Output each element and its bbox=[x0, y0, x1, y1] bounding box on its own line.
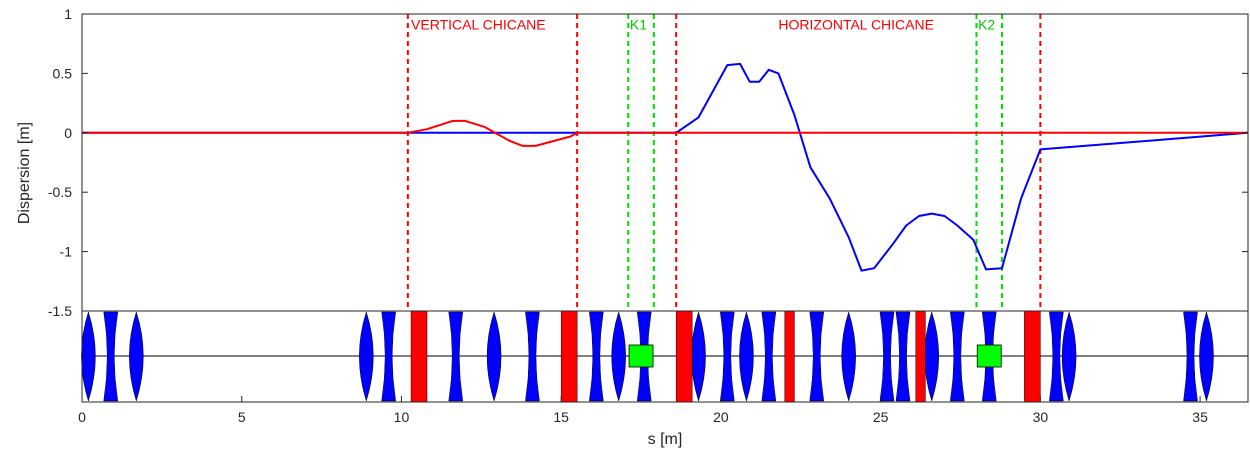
x-tick-label: 0 bbox=[78, 409, 86, 425]
quadrupole-magnet bbox=[1199, 311, 1214, 402]
section-annotation: HORIZONTAL CHICANE bbox=[778, 16, 934, 32]
quadrupole-magnet bbox=[950, 311, 965, 402]
y-tick-label: 0 bbox=[64, 125, 72, 141]
quadrupole-magnet bbox=[611, 311, 626, 402]
quadrupole-magnet bbox=[720, 311, 735, 402]
x-tick-label: 30 bbox=[1033, 409, 1049, 425]
dipole-magnet bbox=[1024, 310, 1041, 403]
quadrupole-magnet bbox=[895, 311, 911, 402]
quadrupole-magnet bbox=[381, 311, 396, 402]
quadrupole-magnet bbox=[761, 311, 777, 402]
section-annotation: K1 bbox=[630, 16, 647, 32]
quadrupole-magnet bbox=[924, 311, 939, 402]
y-tick-label: 1 bbox=[64, 6, 72, 22]
x-tick-label: 10 bbox=[394, 409, 410, 425]
x-axis-label: s [m] bbox=[648, 431, 683, 448]
y-tick-label: -1 bbox=[60, 244, 73, 260]
quadrupole-magnet bbox=[486, 311, 502, 402]
dispersion-series-line bbox=[82, 62, 1249, 272]
y-axis-label: Dispersion [m] bbox=[16, 122, 33, 224]
quadrupole-magnet bbox=[103, 311, 119, 402]
y-tick-label: -0.5 bbox=[48, 184, 72, 200]
axis-ticks: 0 5 10 15 20 25 30 35 1 0.5 0 -0.5 -1 -1.5 bbox=[48, 6, 1248, 425]
quadrupole-magnet bbox=[1049, 311, 1064, 402]
x-tick-label: 20 bbox=[713, 409, 729, 425]
quadrupole-magnet bbox=[841, 311, 856, 402]
dispersion-series-line bbox=[82, 119, 1248, 147]
quadrupole-magnet bbox=[129, 311, 144, 402]
quadrupole-magnet bbox=[359, 311, 374, 402]
quadrupole-magnet bbox=[81, 311, 96, 402]
kicker-magnet bbox=[628, 344, 654, 368]
section-annotation: VERTICAL CHICANE bbox=[411, 16, 546, 32]
dipole-magnet bbox=[410, 310, 428, 403]
dipole-magnet bbox=[675, 310, 693, 403]
x-tick-label: 25 bbox=[873, 409, 889, 425]
quadrupole-magnet bbox=[448, 311, 464, 402]
quadrupole-magnet bbox=[1061, 311, 1077, 402]
quadrupole-magnet bbox=[739, 311, 754, 402]
dipole-magnet bbox=[784, 310, 795, 403]
quadrupole-magnet bbox=[809, 311, 825, 402]
quadrupole-magnet bbox=[525, 311, 540, 402]
plot-frame bbox=[81, 13, 1249, 403]
quadrupole-magnet bbox=[879, 311, 895, 402]
x-tick-label: 15 bbox=[553, 409, 569, 425]
x-tick-label: 35 bbox=[1192, 409, 1208, 425]
quadrupole-magnet bbox=[589, 311, 604, 402]
dipole-magnet bbox=[560, 310, 578, 403]
quadrupole-magnet bbox=[691, 311, 706, 402]
lattice-panel bbox=[81, 310, 1248, 403]
y-tick-label: 0.5 bbox=[53, 65, 73, 81]
annotations: VERTICAL CHICANE K1 HORIZONTAL CHICANE K2 bbox=[411, 16, 995, 32]
y-tick-label: -1.5 bbox=[48, 303, 72, 319]
quadrupole-magnet bbox=[1183, 311, 1198, 402]
chart-plot-area bbox=[82, 14, 1249, 311]
section-annotation: K2 bbox=[978, 16, 995, 32]
dipole-magnet bbox=[915, 310, 926, 403]
x-tick-label: 5 bbox=[238, 409, 246, 425]
kicker-magnet bbox=[976, 344, 1002, 368]
